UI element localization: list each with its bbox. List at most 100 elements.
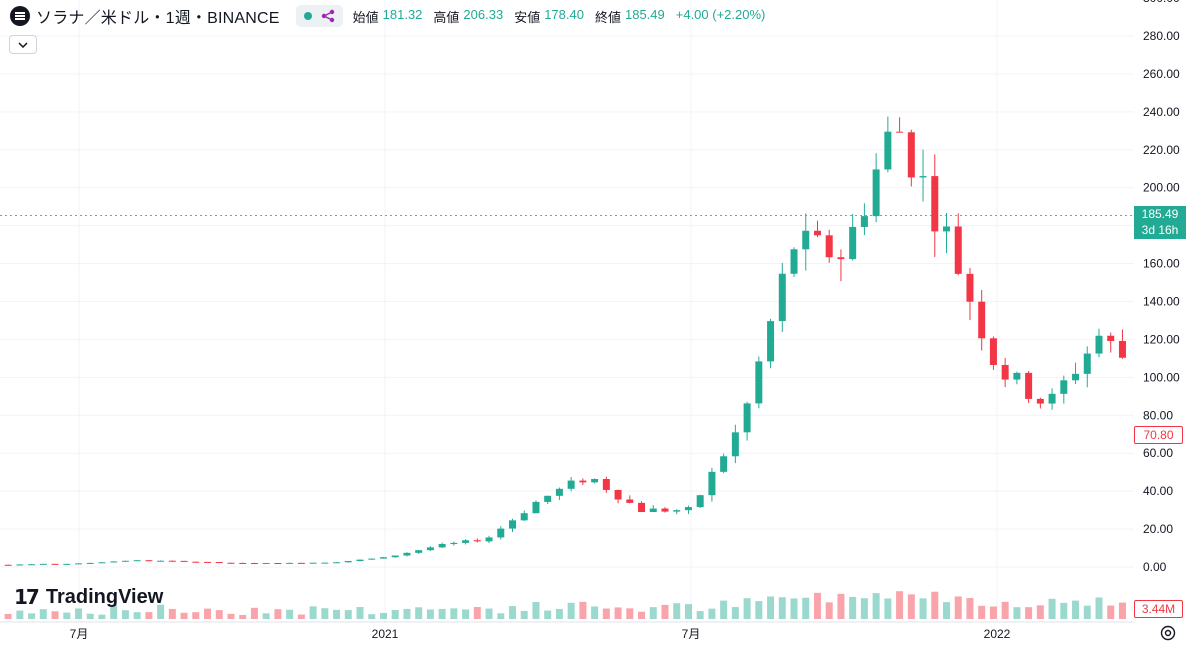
volume-bar <box>567 602 575 619</box>
price-tick-label: 80.00 <box>1143 408 1173 422</box>
volume-bar <box>1013 607 1021 619</box>
candle-body <box>215 562 223 564</box>
candle-body <box>696 495 704 508</box>
candle-body <box>1013 372 1021 380</box>
volume-bar <box>767 596 775 619</box>
volume-bar <box>286 609 294 619</box>
volume-bar <box>907 594 915 619</box>
volume-bar <box>649 607 657 619</box>
share-icon <box>321 9 334 23</box>
candle-body <box>450 542 458 545</box>
candle-body <box>204 561 212 563</box>
candle-body <box>520 513 528 521</box>
volume-bar <box>227 613 235 619</box>
volume-bar <box>509 606 516 619</box>
volume-bar <box>250 607 258 619</box>
volume-bar <box>403 608 411 619</box>
price-tick-label: 280.00 <box>1143 29 1180 43</box>
price-marker-tag: 70.80 <box>1134 426 1183 444</box>
price-tick-label: 220.00 <box>1143 143 1180 157</box>
volume-bar <box>978 605 986 619</box>
candle-body <box>825 235 833 258</box>
market-status-pill[interactable] <box>295 5 343 27</box>
volume-bar <box>121 610 129 619</box>
price-tick-label: 20.00 <box>1143 522 1173 536</box>
price-tick-label: 40.00 <box>1143 484 1173 498</box>
candle-body <box>837 257 845 260</box>
candle-body <box>192 561 200 563</box>
volume-bar <box>379 612 387 619</box>
candle-body <box>1083 353 1091 374</box>
candle-body <box>802 230 810 250</box>
symbol-title[interactable]: ソラナ／米ドル・1週・BINANCE <box>36 10 280 27</box>
candle-body <box>767 321 775 362</box>
candle-body <box>391 555 399 558</box>
candle-body <box>356 559 364 561</box>
volume-bar <box>602 608 610 619</box>
candle-body <box>274 562 282 564</box>
volume-bar <box>1001 601 1009 619</box>
candle-body <box>579 480 587 483</box>
volume-bar <box>532 602 540 619</box>
chevron-down-icon <box>18 41 28 48</box>
volume-bar <box>4 613 12 619</box>
volume-bar <box>614 607 622 619</box>
volume-bar <box>344 610 352 619</box>
chart-header: ソラナ／米ドル・1週・BINANCE 始値 181.32 高値 206.33 安… <box>0 0 1134 32</box>
solana-icon <box>10 6 30 26</box>
candle-body <box>262 562 270 564</box>
candle-body <box>790 249 798 274</box>
volume-bar <box>192 612 200 619</box>
volume-bar <box>497 613 505 619</box>
candle-body <box>919 176 927 178</box>
volume-bar <box>954 596 962 619</box>
candle-body <box>63 563 71 565</box>
candle-body <box>1036 398 1044 404</box>
price-tick-label: 60.00 <box>1143 446 1173 460</box>
candle-body <box>309 562 317 564</box>
volume-bar <box>133 612 141 619</box>
candle-body <box>379 557 387 559</box>
candle-body <box>813 230 821 236</box>
price-tick-label: 240.00 <box>1143 105 1180 119</box>
price-tick-label: 0.00 <box>1143 560 1167 574</box>
candle-body <box>1107 335 1115 341</box>
volume-bar <box>239 614 247 619</box>
candle-body <box>16 564 24 566</box>
candle-body <box>860 216 868 227</box>
candle-body <box>462 540 470 543</box>
volume-bar <box>1118 602 1126 619</box>
volume-bar <box>1072 600 1080 619</box>
price-axis: 0.00 20.00 40.00 60.00 80.00 100.00 120.00 140.… <box>1143 0 1180 574</box>
volume-bar <box>274 609 282 619</box>
gear-icon[interactable] <box>1159 624 1177 642</box>
candle-body <box>333 562 341 564</box>
candlesticks <box>4 116 1126 566</box>
change-value: +4.00 (+2.20%) <box>675 6 766 22</box>
volume-tag: 3.44M <box>1134 600 1183 618</box>
candle-body <box>708 471 716 496</box>
volume-bar <box>1095 597 1103 619</box>
volume-bar <box>755 601 763 619</box>
collapse-legend-button[interactable] <box>9 35 37 54</box>
candle-body <box>567 480 575 489</box>
volume-bar <box>966 598 974 619</box>
candle-body <box>426 547 434 551</box>
price-tick-label: 140.00 <box>1143 295 1180 309</box>
volume-bar <box>825 602 833 619</box>
tradingview-logo-text: TradingView <box>45 585 164 608</box>
price-tick-label: 100.00 <box>1143 370 1180 384</box>
volume-bar <box>215 610 223 619</box>
candle-body <box>133 560 141 562</box>
candle-body <box>473 540 481 542</box>
candle-body <box>591 479 599 483</box>
candle-body <box>509 520 516 529</box>
candle-body <box>1025 372 1033 399</box>
tradingview-logo[interactable]: 17 TradingView <box>14 585 163 609</box>
candle-body <box>849 226 857 260</box>
volume-bars <box>4 591 1126 619</box>
candle-body <box>180 560 188 562</box>
volume-bar <box>790 598 798 619</box>
volume-bar <box>520 610 528 619</box>
